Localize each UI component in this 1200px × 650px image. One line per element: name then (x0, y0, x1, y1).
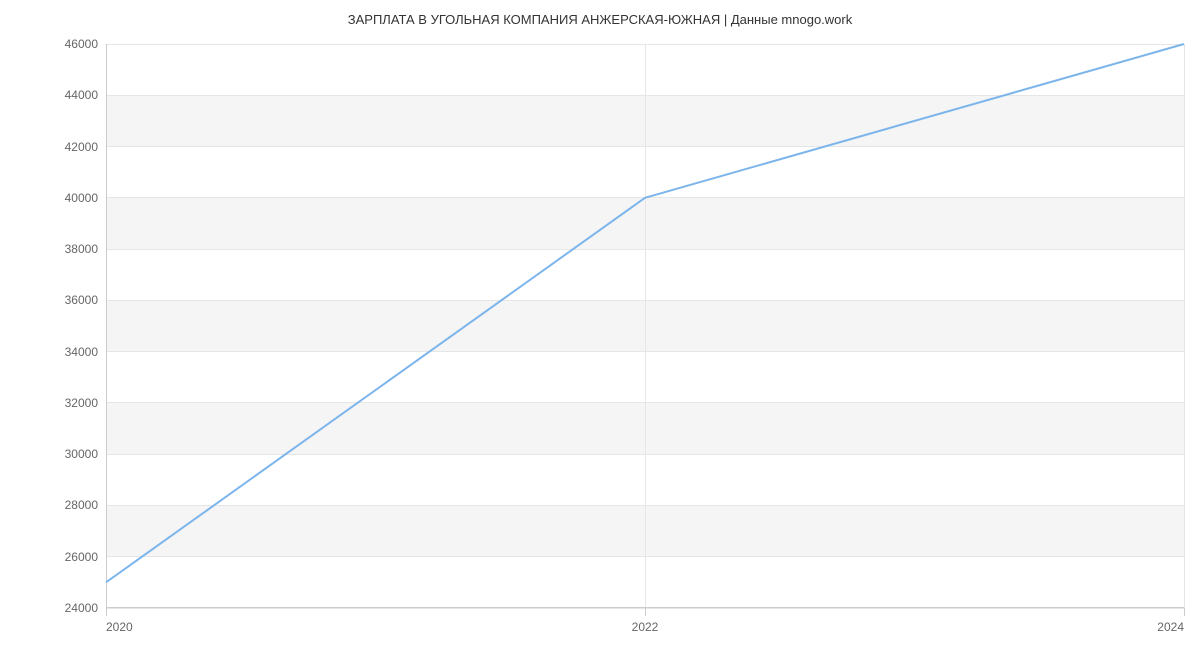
chart-title: ЗАРПЛАТА В УГОЛЬНАЯ КОМПАНИЯ АНЖЕРСКАЯ-Ю… (0, 12, 1200, 27)
x-axis-tick-mark (1184, 608, 1185, 616)
plot-area (106, 44, 1184, 608)
y-axis-tick-label: 46000 (65, 37, 98, 51)
y-axis-tick-label: 28000 (65, 498, 98, 512)
series-svg (106, 44, 1184, 608)
y-axis-tick-label: 30000 (65, 447, 98, 461)
y-axis-tick-label: 44000 (65, 88, 98, 102)
y-axis-tick-label: 24000 (65, 601, 98, 615)
x-axis-tick-mark (645, 608, 646, 616)
y-axis-tick-label: 34000 (65, 345, 98, 359)
x-axis-tick-label: 2024 (1157, 620, 1184, 634)
salary-line-chart: ЗАРПЛАТА В УГОЛЬНАЯ КОМПАНИЯ АНЖЕРСКАЯ-Ю… (0, 0, 1200, 650)
x-axis-tick-label: 2020 (106, 620, 133, 634)
y-axis-tick-label: 38000 (65, 242, 98, 256)
y-axis-tick-label: 36000 (65, 293, 98, 307)
y-axis-tick-label: 40000 (65, 191, 98, 205)
y-axis-tick-label: 32000 (65, 396, 98, 410)
series-line-salary (106, 44, 1184, 582)
x-axis-tick-mark (106, 608, 107, 616)
y-axis-tick-label: 42000 (65, 140, 98, 154)
x-axis-tick-label: 2022 (632, 620, 659, 634)
y-axis-tick-label: 26000 (65, 550, 98, 564)
